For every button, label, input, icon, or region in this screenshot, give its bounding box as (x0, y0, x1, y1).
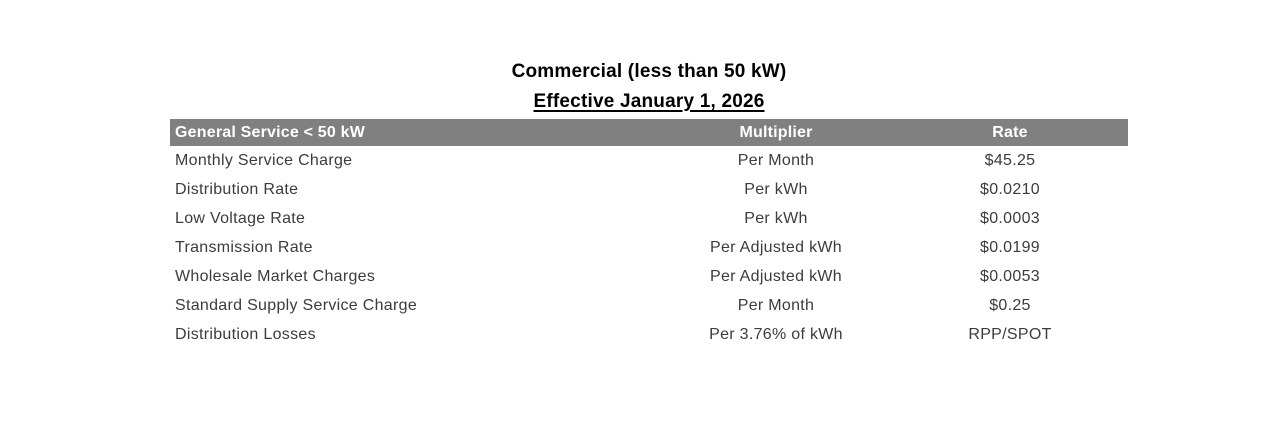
row-label: Transmission Rate (175, 239, 313, 256)
row-label: Distribution Losses (175, 326, 316, 343)
row-label: Monthly Service Charge (175, 152, 353, 169)
row-rate: $0.0210 (980, 181, 1040, 198)
row-multiplier: Per Month (737, 152, 815, 169)
table-body: Monthly Service Charge Per Month $45.25 Dis… (170, 146, 1128, 349)
column-header-service: General Service < 50 kW (175, 124, 366, 141)
page-title: Commercial (less than 50 kW) (511, 61, 787, 82)
table-row: Distribution Rate Per kWh $0.0210 (170, 175, 1128, 204)
table-row: Wholesale Market Charges Per Adjusted kWh… (170, 262, 1128, 291)
table-row: Monthly Service Charge Per Month $45.25 (170, 146, 1128, 175)
column-header-multiplier: Multiplier (739, 124, 813, 141)
row-multiplier: Per kWh (744, 181, 808, 198)
row-label: Standard Supply Service Charge (175, 297, 418, 314)
effective-date-subtitle: Effective January 1, 2026 (533, 91, 765, 112)
table-row: Low Voltage Rate Per kWh $0.0003 (170, 204, 1128, 233)
row-label: Wholesale Market Charges (175, 268, 376, 285)
row-rate: $0.25 (989, 297, 1031, 314)
row-multiplier: Per kWh (744, 210, 808, 227)
table-row: Transmission Rate Per Adjusted kWh $0.0199 (170, 233, 1128, 262)
row-label: Distribution Rate (175, 181, 299, 198)
row-multiplier: Per Month (737, 297, 815, 314)
table-header-row: General Service < 50 kW Multiplier Rate (170, 119, 1128, 146)
row-rate: RPP/SPOT (968, 326, 1052, 343)
row-rate: $0.0003 (980, 210, 1040, 227)
title-block: Commercial (less than 50 kW) Effective J… (170, 57, 1128, 117)
row-rate: $0.0053 (980, 268, 1040, 285)
row-multiplier: Per Adjusted kWh (710, 239, 842, 256)
row-rate: $45.25 (984, 152, 1036, 169)
rate-table: General Service < 50 kW Multiplier Rate … (170, 119, 1128, 349)
table-row: Distribution Losses Per 3.76% of kWh RPP/S… (170, 320, 1128, 349)
row-rate: $0.0199 (980, 239, 1040, 256)
row-multiplier: Per Adjusted kWh (710, 268, 842, 285)
row-multiplier: Per 3.76% of kWh (709, 326, 843, 343)
row-label: Low Voltage Rate (175, 210, 306, 227)
table-row: Standard Supply Service Charge Per Month $… (170, 291, 1128, 320)
column-header-rate: Rate (992, 124, 1028, 141)
